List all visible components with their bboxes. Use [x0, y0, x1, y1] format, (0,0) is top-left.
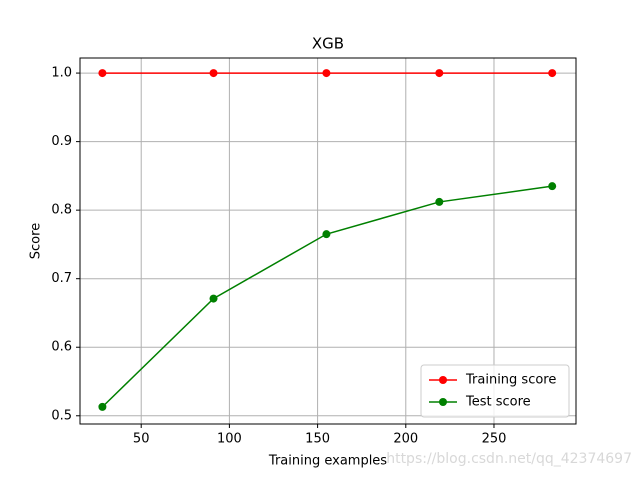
y-tick-label: 0.8: [51, 203, 72, 218]
legend-marker: [439, 376, 447, 384]
legend-label: Test score: [465, 395, 531, 410]
legend-box: [420, 364, 570, 418]
x-tick-label: 200: [393, 432, 418, 447]
x-tick-label: 250: [482, 432, 507, 447]
point: [322, 230, 331, 239]
point: [322, 69, 331, 78]
point: [98, 402, 107, 411]
point: [435, 197, 444, 206]
y-tick-label: 0.6: [51, 340, 72, 355]
x-tick-label: 50: [133, 432, 150, 447]
legend-label: Training score: [465, 373, 556, 388]
y-tick-label: 0.7: [51, 271, 72, 286]
chart-title: XGB: [312, 35, 344, 53]
point: [435, 69, 444, 78]
y-tick-label: 1.0: [51, 66, 72, 81]
y-axis-label: Score: [29, 223, 44, 259]
x-tick-label: 100: [217, 432, 242, 447]
y-tick-label: 0.5: [51, 408, 72, 423]
point: [98, 69, 107, 78]
legend-marker: [439, 398, 447, 406]
x-axis-label: Training examples: [268, 454, 387, 469]
point: [209, 294, 218, 303]
point: [548, 69, 557, 78]
watermark: https://blog.csdn.net/qq_42374697: [386, 451, 632, 467]
point: [209, 69, 218, 78]
point: [548, 182, 557, 191]
x-tick-label: 150: [305, 432, 330, 447]
y-tick-label: 0.9: [51, 134, 72, 149]
plot-frame: [79, 57, 577, 425]
